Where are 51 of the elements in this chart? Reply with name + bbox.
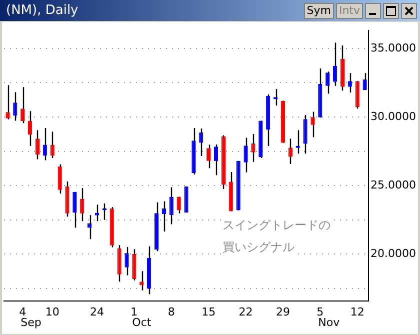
x-tick-label: 1: [130, 305, 138, 318]
y-tick-label: 25.0000: [370, 178, 416, 192]
candlestick: [162, 200, 166, 232]
candlestick: [20, 86, 25, 124]
x-tick-label: 24: [90, 305, 104, 318]
candlestick: [206, 144, 211, 169]
candlestick: [355, 80, 360, 110]
candlestick: [132, 248, 136, 281]
candlestick: [310, 111, 315, 138]
candlestick: [35, 130, 40, 160]
x-tick-label: 29: [276, 305, 290, 318]
candlestick: [28, 110, 32, 147]
x-tick-label: 12: [350, 305, 364, 318]
x-tick-label: 5: [316, 305, 324, 318]
candlestick: [58, 164, 62, 194]
candlestick: [244, 137, 248, 173]
candlestick: [348, 72, 352, 94]
y-tick-label: 20.0000: [370, 247, 416, 260]
candlestick: [176, 196, 181, 214]
text: Sep: [20, 316, 42, 330]
candlestick: [251, 133, 256, 162]
candlestick: [140, 270, 144, 291]
candlestick: [332, 42, 338, 86]
chart-title: (NM), Daily: [6, 3, 78, 18]
candlestick: [42, 127, 47, 161]
annotation: 買いシグナル: [222, 240, 295, 254]
text: Intv: [336, 2, 363, 18]
candlestick: [13, 92, 18, 122]
x-tick-label: 4: [19, 305, 26, 318]
candlestick: [303, 114, 308, 154]
candlestick: [214, 144, 218, 176]
candlestick: [94, 204, 100, 222]
candlestick: [124, 246, 129, 276]
x-tick-label: 10: [45, 305, 60, 318]
text: Sym: [304, 2, 334, 18]
candlestick: [326, 71, 330, 94]
text: Nov: [318, 316, 340, 330]
text: Oct: [132, 316, 152, 330]
candlestick: [6, 84, 10, 120]
x-tick-label: 15: [202, 305, 216, 318]
candlestick: [50, 131, 54, 159]
candlestick: [80, 187, 84, 222]
candlestick: [169, 186, 174, 225]
annotation: スイングトレードの: [222, 218, 331, 232]
candlestick: [199, 128, 204, 157]
x-tick-label: 8: [168, 305, 175, 318]
y-tick-label: 35.0000: [370, 41, 416, 54]
x-tick-label: 22: [238, 305, 253, 318]
y-tick-label: 30.0000: [370, 110, 416, 123]
candlestick: [72, 191, 77, 228]
candlestick: [288, 138, 292, 165]
